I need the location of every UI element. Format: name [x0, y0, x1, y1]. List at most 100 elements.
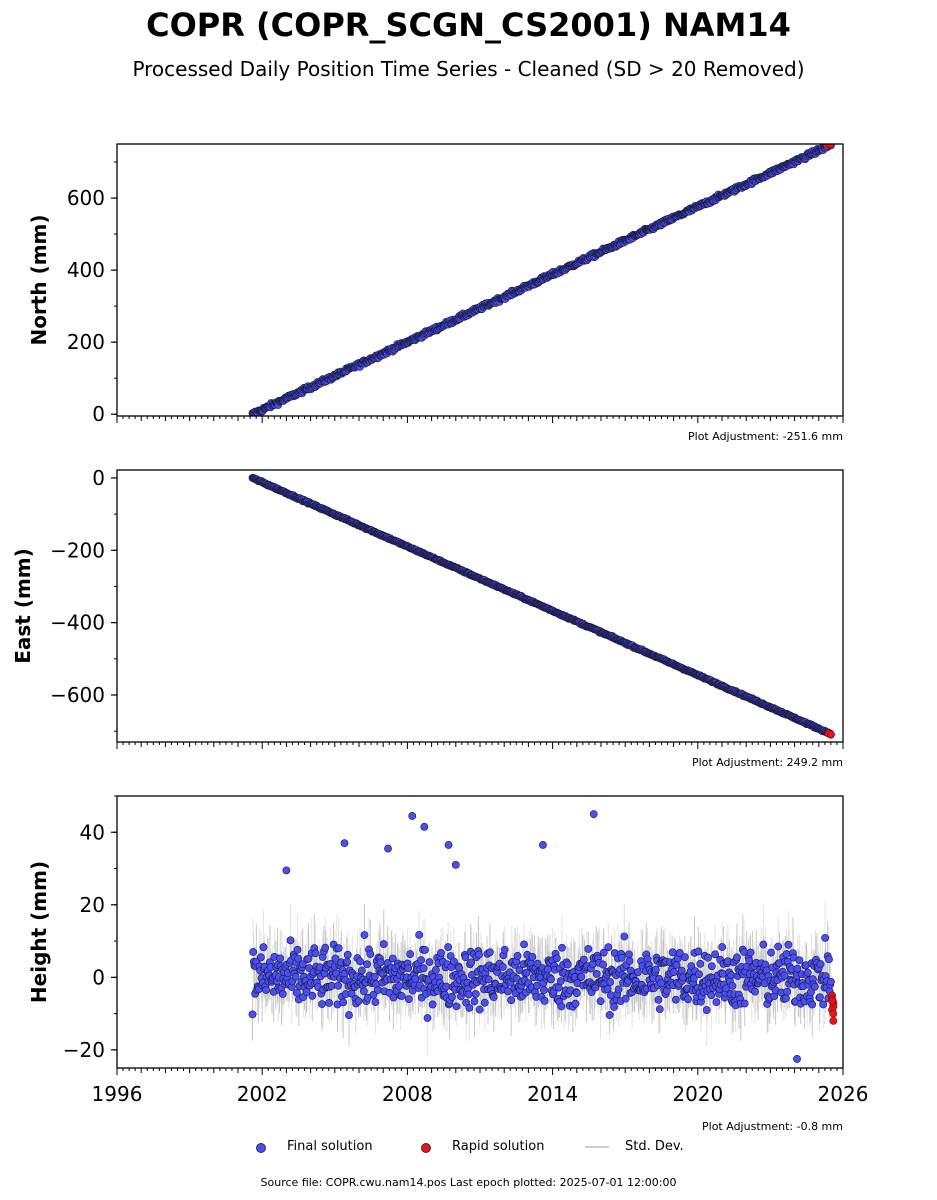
- final-solution-point: [816, 960, 825, 968]
- x-tick-label: 2002: [237, 1082, 288, 1106]
- final-solution-point: [781, 994, 790, 1003]
- final-solution-point: [695, 970, 703, 979]
- final-solution-point: [415, 930, 424, 939]
- final-solution-point: [467, 958, 476, 967]
- final-solution-point: [278, 990, 287, 998]
- final-solution-point: [340, 839, 349, 848]
- final-solution-point: [318, 1000, 326, 1009]
- final-solution-point: [617, 953, 626, 962]
- final-solution-point: [504, 987, 512, 996]
- plot-adjustment: Plot Adjustment: 249.2 mm: [692, 756, 843, 769]
- final-solution-point: [298, 960, 307, 969]
- final-solution-point: [500, 945, 509, 954]
- final-solution-point: [520, 940, 528, 949]
- final-solution-point: [784, 940, 793, 949]
- final-solution-point: [325, 998, 333, 1007]
- final-solution-point: [471, 990, 480, 998]
- final-solution-point: [363, 960, 371, 969]
- final-solution-point: [406, 950, 415, 958]
- final-solution-point: [480, 998, 489, 1007]
- final-solution-point: [437, 948, 445, 957]
- y-tick-label: −200: [50, 538, 105, 562]
- final-solution-point: [684, 995, 692, 1004]
- final-solution-point: [498, 963, 507, 971]
- final-solution-point: [370, 972, 379, 981]
- final-solution-point: [321, 943, 330, 952]
- plot-adjustment: Plot Adjustment: -0.8 mm: [702, 1120, 843, 1133]
- final-solution-point: [343, 957, 351, 966]
- rapid-solution-point: [829, 1016, 838, 1025]
- final-solution-point: [671, 995, 680, 1004]
- final-solution-point: [470, 997, 479, 1006]
- final-solution-point: [417, 956, 425, 965]
- final-solution-point: [808, 1000, 817, 1009]
- final-solution-point: [557, 1002, 566, 1011]
- final-solution-point: [610, 1003, 618, 1011]
- y-axis-label: North (mm): [27, 214, 51, 345]
- final-solution-point: [740, 999, 749, 1008]
- final-solution-point: [388, 954, 397, 963]
- final-solution-point: [366, 950, 375, 958]
- y-tick-label: 200: [67, 330, 105, 354]
- final-solution-point: [751, 987, 759, 996]
- final-solution-point: [507, 996, 516, 1005]
- final-solution-point: [547, 975, 555, 984]
- final-solution-point: [621, 994, 630, 1003]
- final-solution-point: [468, 971, 476, 979]
- final-solution-point: [444, 841, 453, 849]
- legend-label-rapid: Rapid solution: [452, 1139, 545, 1154]
- panel-2-data: [248, 810, 838, 1063]
- final-solution-point: [293, 945, 302, 954]
- final-solution-point: [486, 948, 494, 957]
- final-solution-point: [746, 948, 755, 957]
- final-solution-point: [633, 968, 642, 977]
- final-solution-point: [579, 955, 588, 964]
- final-solution-point: [654, 995, 663, 1004]
- final-solution-point: [256, 953, 265, 962]
- final-solution-point: [397, 992, 406, 1000]
- final-solution-point: [563, 960, 572, 969]
- final-solution-point: [425, 958, 434, 966]
- y-tick-label: 600: [67, 186, 105, 210]
- final-solution-point: [655, 1005, 664, 1013]
- final-solution-point: [404, 964, 413, 973]
- final-solution-point: [533, 959, 542, 968]
- final-solution-point: [605, 1011, 614, 1019]
- final-solution-point: [624, 950, 633, 959]
- final-solution-point: [558, 943, 566, 952]
- final-solution-point: [657, 979, 665, 987]
- final-solution-point: [540, 986, 548, 994]
- y-tick-label: 0: [92, 402, 105, 426]
- final-solution-point: [577, 972, 586, 981]
- final-solution-point: [248, 1010, 257, 1019]
- final-solution-point: [571, 999, 580, 1008]
- final-solution-point: [728, 981, 737, 990]
- final-solution-point: [554, 983, 563, 992]
- rapid-solution-marker: [421, 1143, 431, 1153]
- final-solution-point: [707, 991, 716, 1000]
- final-solution-point: [592, 969, 601, 978]
- final-solution-point: [291, 972, 300, 981]
- final-solution-point: [816, 993, 824, 1002]
- final-solution-point: [745, 956, 754, 965]
- final-solution-point: [259, 943, 268, 952]
- legend-label-final: Final solution: [287, 1139, 373, 1154]
- final-solution-point: [718, 943, 727, 951]
- x-tick-label: 1996: [92, 1082, 143, 1106]
- final-solution-point: [572, 989, 581, 997]
- final-solution-point: [421, 946, 429, 954]
- final-solution-point: [532, 981, 541, 990]
- final-solution-point: [356, 957, 364, 966]
- final-solution-point: [374, 986, 382, 994]
- final-solution-point: [589, 810, 598, 819]
- final-solution-point: [331, 954, 340, 963]
- final-solution-point: [286, 936, 295, 945]
- final-solution-point: [733, 953, 741, 962]
- final-solution-point: [614, 985, 623, 994]
- rapid-solution-point: [827, 730, 835, 739]
- y-tick-label: 0: [92, 466, 105, 490]
- final-solution-point: [449, 957, 458, 966]
- panel-2-frame: [116, 795, 844, 1069]
- final-solution-point: [783, 987, 792, 996]
